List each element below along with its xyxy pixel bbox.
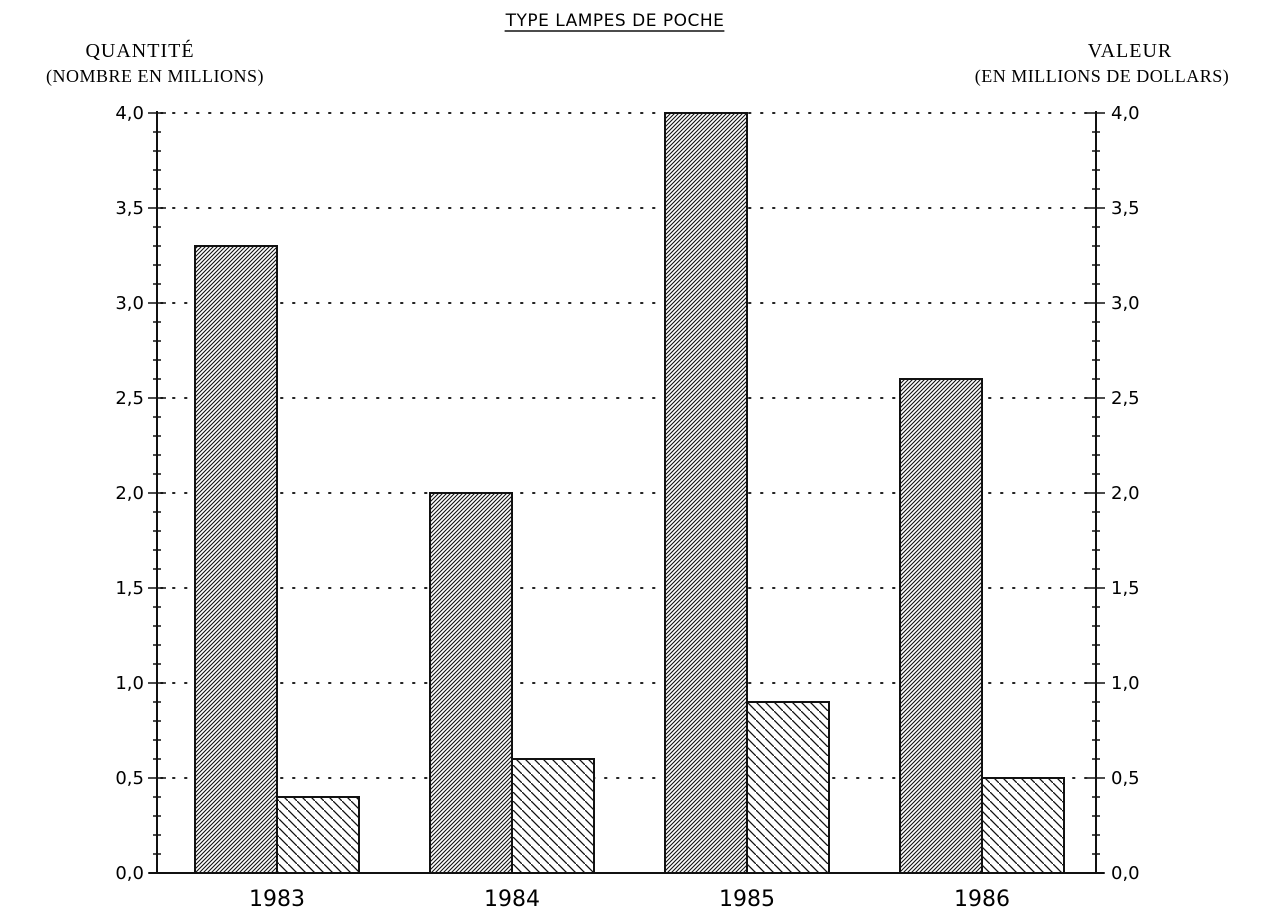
x-tick-label: 1985: [719, 887, 775, 912]
bar-value-1986: [981, 777, 1065, 874]
bar-quantity-1986: [899, 378, 983, 874]
chart-title-group: TYPE LAMPES DE POCHE: [504, 11, 725, 32]
grid-lines: [160, 112, 1093, 779]
bar-quantity-1985: [664, 112, 748, 874]
left-y-tick-label: 0,5: [115, 768, 144, 789]
tick-labels: 1983 1984 1985 1986 0,0 0,5 1,0 1,5 2,0 2,5 3,0 3,5…: [115, 103, 1139, 912]
x-tick-label: 1986: [954, 887, 1010, 912]
right-y-tick-label: 2,0: [1111, 483, 1140, 504]
right-y-tick-label: 1,0: [1111, 673, 1140, 694]
axes: [148, 111, 1105, 874]
bar-quantity-1983: [194, 245, 278, 874]
x-tick-label: 1984: [484, 887, 540, 912]
left-axis-title: QUANTITÉ: [85, 39, 194, 62]
right-y-tick-label: 4,0: [1111, 103, 1140, 124]
left-y-tick-label: 4,0: [115, 103, 144, 124]
right-y-tick-label: 0,0: [1111, 863, 1140, 884]
bars: [194, 112, 1065, 874]
right-y-tick-label: 1,5: [1111, 578, 1140, 599]
left-axis-subtitle: (NOMBRE EN MILLIONS): [46, 66, 264, 87]
left-y-tick-label: 0,0: [115, 863, 144, 884]
left-y-tick-label: 2,5: [115, 388, 144, 409]
left-y-tick-label: 2,0: [115, 483, 144, 504]
right-axis-title: VALEUR: [1088, 40, 1173, 62]
bar-quantity-1984: [429, 492, 513, 874]
left-y-tick-label: 3,0: [115, 293, 144, 314]
bar-value-1985: [746, 701, 830, 874]
right-y-tick-label: 3,5: [1111, 198, 1140, 219]
right-y-tick-label: 3,0: [1111, 293, 1140, 314]
bar-value-1983: [276, 796, 360, 874]
left-y-tick-label: 3,5: [115, 198, 144, 219]
right-axis-subtitle: (EN MILLIONS DE DOLLARS): [975, 66, 1229, 87]
x-tick-label: 1983: [249, 887, 305, 912]
chart-title: TYPE LAMPES DE POCHE: [505, 11, 725, 31]
left-y-tick-label: 1,5: [115, 578, 144, 599]
left-y-tick-label: 1,0: [115, 673, 144, 694]
right-y-tick-label: 0,5: [1111, 768, 1140, 789]
right-y-tick-label: 2,5: [1111, 388, 1140, 409]
bar-value-1984: [511, 758, 595, 874]
